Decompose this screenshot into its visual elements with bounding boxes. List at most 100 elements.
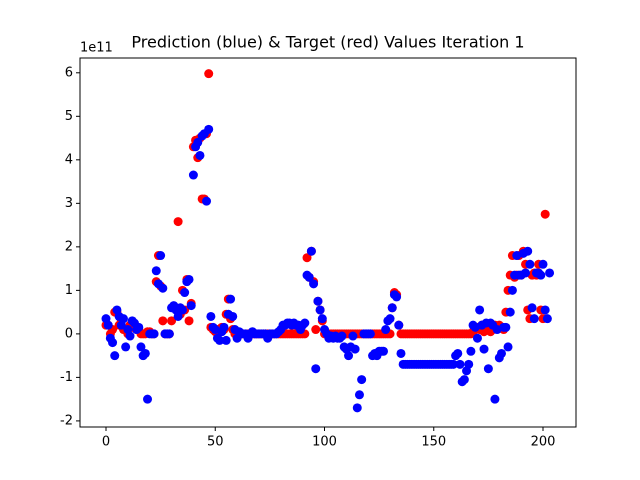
point	[219, 322, 229, 332]
point	[536, 270, 546, 280]
point	[118, 314, 128, 324]
point	[387, 303, 397, 313]
point	[378, 346, 388, 356]
point	[490, 394, 500, 404]
point	[540, 305, 550, 315]
point	[184, 316, 194, 326]
axes-frame	[79, 57, 577, 428]
x-tick-label: 0	[102, 435, 110, 450]
point	[140, 348, 150, 358]
point	[503, 342, 513, 352]
point	[110, 351, 120, 361]
point	[365, 329, 375, 339]
x-tick-label: 50	[207, 435, 224, 450]
point	[540, 209, 550, 219]
point	[521, 268, 531, 278]
point	[313, 296, 323, 306]
point	[475, 305, 485, 315]
point	[309, 279, 319, 289]
point	[466, 346, 476, 356]
point	[529, 314, 539, 324]
point	[396, 348, 406, 358]
point	[304, 272, 314, 282]
point	[311, 325, 321, 335]
point	[394, 320, 404, 330]
point	[311, 364, 321, 374]
x-tick-label: 200	[531, 435, 556, 450]
point	[545, 268, 555, 278]
point	[204, 69, 214, 79]
point	[385, 314, 395, 324]
point	[158, 316, 168, 326]
x-tick-label: 150	[421, 435, 446, 450]
point	[306, 246, 316, 256]
y-offset-label: 1e11	[80, 41, 113, 56]
point	[195, 150, 205, 160]
point	[453, 348, 463, 358]
point	[337, 331, 347, 341]
y-tick-label: -1	[60, 370, 73, 385]
point	[392, 292, 402, 302]
point	[542, 314, 552, 324]
y-tick-label: 2	[65, 239, 73, 254]
y-tick-label: 0	[65, 326, 73, 341]
point	[134, 322, 144, 332]
point	[180, 288, 190, 298]
point	[188, 170, 198, 180]
point	[206, 311, 216, 321]
point	[186, 301, 196, 311]
y-tick-label: 3	[65, 196, 73, 211]
point	[149, 329, 159, 339]
point	[483, 364, 493, 374]
point	[448, 359, 458, 369]
point	[184, 274, 194, 284]
point	[525, 259, 535, 269]
point	[173, 311, 183, 321]
y-tick-label: -2	[60, 413, 73, 428]
point	[164, 329, 174, 339]
point	[354, 390, 364, 400]
point	[158, 283, 168, 293]
chart-title: Prediction (blue) & Target (red) Values …	[131, 33, 524, 52]
point	[344, 351, 354, 361]
point	[479, 344, 489, 354]
y-tick-label: 4	[65, 152, 73, 167]
point	[226, 294, 236, 304]
point	[315, 305, 325, 315]
point	[193, 137, 203, 147]
point	[156, 251, 166, 261]
x-tick-label: 100	[312, 435, 337, 450]
point	[357, 375, 367, 385]
point	[108, 338, 118, 348]
point	[143, 394, 153, 404]
point	[501, 322, 511, 332]
point	[381, 325, 391, 335]
point	[505, 307, 515, 317]
point	[202, 196, 212, 206]
point	[527, 303, 537, 313]
point	[300, 318, 310, 328]
point	[350, 344, 360, 354]
point	[173, 217, 183, 227]
y-tick-label: 6	[65, 65, 73, 80]
y-tick-label: 1	[65, 283, 73, 298]
point	[348, 331, 358, 341]
y-tick-label: 5	[65, 109, 73, 124]
point	[221, 335, 231, 345]
point	[464, 359, 474, 369]
point	[177, 305, 187, 315]
point	[317, 314, 327, 324]
point	[472, 333, 482, 343]
point	[523, 246, 533, 256]
point	[167, 316, 177, 326]
point	[204, 124, 214, 134]
point	[228, 311, 238, 321]
point	[103, 320, 113, 330]
point	[507, 285, 517, 295]
point	[496, 348, 506, 358]
point	[459, 375, 469, 385]
point	[352, 403, 362, 413]
point	[215, 335, 225, 345]
